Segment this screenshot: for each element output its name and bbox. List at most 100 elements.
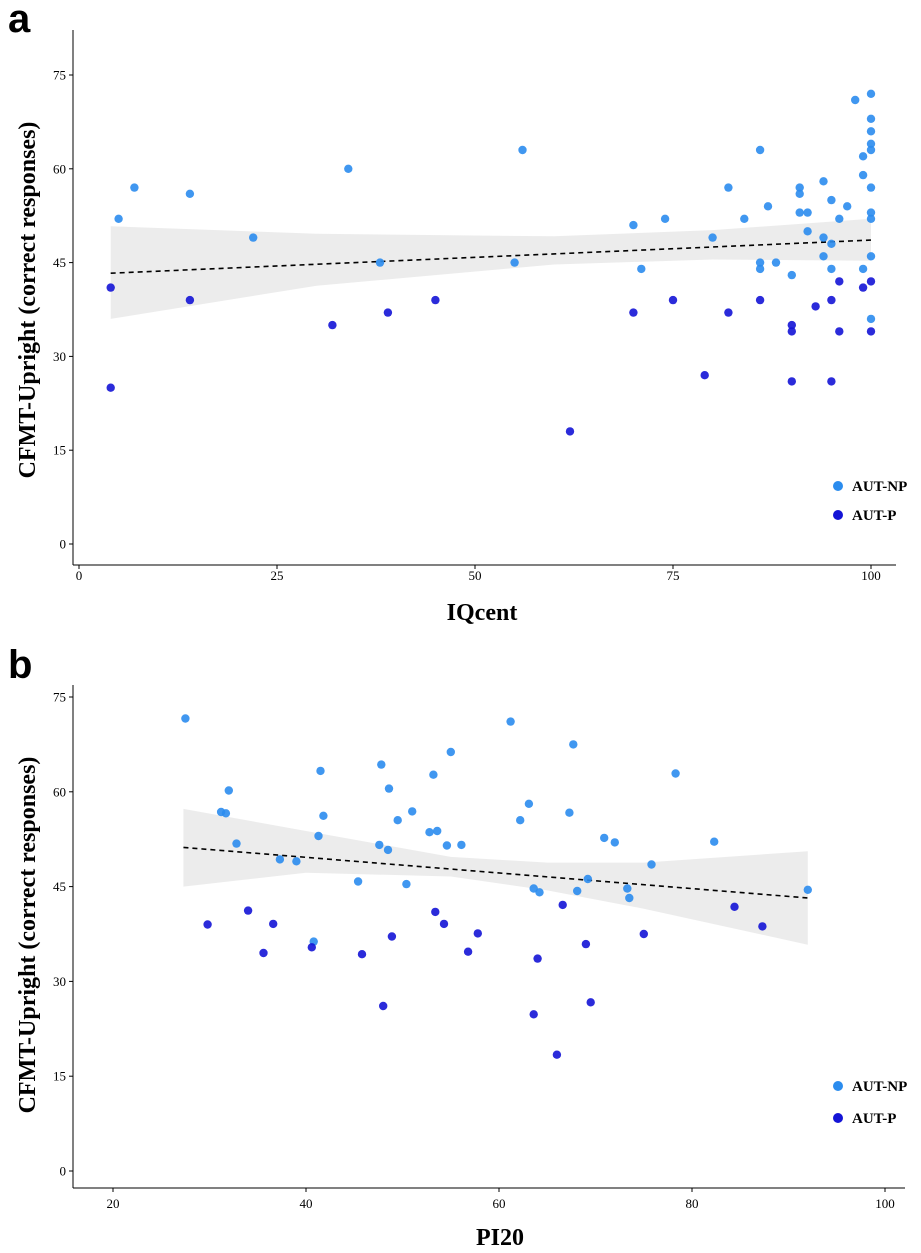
point-aut-np [393, 816, 402, 825]
point-aut-p [835, 327, 844, 336]
point-aut-p [106, 383, 115, 392]
point-aut-np [353, 877, 363, 886]
point-aut-np [425, 828, 434, 837]
point-aut-p [243, 906, 253, 915]
points-a [106, 89, 876, 436]
point-aut-np [573, 886, 582, 896]
point-aut-np [827, 264, 836, 274]
x-tick-label: 40 [300, 1196, 313, 1211]
legend-label-aut-p-b: AUT-P [852, 1111, 896, 1127]
point-aut-np [866, 139, 876, 148]
point-aut-np [569, 740, 578, 749]
point-aut-p [565, 427, 575, 436]
y-tick-label: 75 [53, 690, 66, 705]
point-aut-p [639, 929, 648, 939]
point-aut-np [221, 809, 231, 818]
y-axis-title-b: CFMT-Upright (correct responses) [15, 757, 41, 1114]
panel-letter-a: a [8, 0, 31, 41]
point-aut-np [433, 826, 442, 836]
point-aut-np [185, 189, 195, 198]
point-aut-p [629, 308, 638, 317]
confidence-band-area [183, 808, 808, 945]
point-aut-p [473, 929, 482, 938]
point-aut-np [771, 258, 781, 267]
point-aut-p [700, 371, 709, 380]
point-aut-np [319, 811, 328, 820]
confidence-band-b [183, 808, 808, 945]
panel-b: b 0 15 30 45 60 75 20 40 60 80 100 PI20 CFMT-Upri… [8, 643, 907, 1251]
point-aut-np [803, 885, 812, 894]
point-aut-p [185, 295, 195, 305]
point-aut-np [384, 784, 394, 793]
point-aut-np [408, 807, 417, 816]
point-aut-np [710, 837, 719, 846]
point-aut-np [565, 808, 574, 817]
x-tick-label: 100 [861, 568, 881, 583]
y-ticks-b: 0 15 30 45 60 75 [53, 690, 73, 1179]
legend-label-aut-np-a: AUT-NP [852, 479, 907, 495]
point-aut-np [114, 214, 123, 223]
point-aut-np [224, 786, 233, 795]
point-aut-np [740, 214, 749, 223]
point-aut-np [827, 195, 836, 205]
y-tick-label: 30 [53, 349, 66, 364]
point-aut-p [529, 1010, 538, 1019]
point-aut-np [866, 314, 876, 324]
x-ticks-b: 20 40 60 80 100 [107, 1188, 895, 1211]
legend-marker-aut-np-b [833, 1081, 843, 1091]
point-aut-p [431, 907, 440, 917]
y-ticks-a: 0 15 30 45 60 75 [53, 68, 73, 552]
point-aut-np [377, 760, 386, 769]
x-ticks-a: 0 25 50 75 100 [76, 565, 881, 583]
y-tick-label: 75 [53, 68, 66, 83]
x-tick-label: 50 [469, 568, 482, 583]
point-aut-p [383, 308, 393, 317]
point-aut-p [463, 947, 473, 956]
y-tick-label: 60 [53, 784, 66, 799]
point-aut-np [383, 845, 393, 855]
point-aut-p [387, 932, 397, 941]
point-aut-np [803, 227, 812, 236]
point-aut-p [552, 1050, 562, 1059]
point-aut-np [763, 202, 773, 211]
point-aut-p [755, 295, 765, 305]
confidence-band-a [110, 218, 871, 319]
point-aut-np [275, 855, 285, 864]
point-aut-np [851, 95, 860, 105]
point-aut-p [866, 277, 876, 286]
point-aut-np [858, 264, 868, 274]
x-axis-title-a: IQcent [447, 600, 518, 626]
point-aut-np [755, 258, 765, 267]
point-aut-np [375, 258, 385, 267]
point-aut-np [660, 214, 670, 223]
x-tick-label: 100 [875, 1196, 895, 1211]
point-aut-np [866, 208, 876, 217]
legend-label-aut-np-b: AUT-NP [852, 1079, 907, 1095]
point-aut-np [446, 747, 455, 757]
x-tick-label: 20 [107, 1196, 120, 1211]
point-aut-np [316, 766, 325, 776]
point-aut-np [843, 202, 852, 211]
point-aut-np [866, 183, 876, 192]
point-aut-np [637, 264, 646, 274]
x-axis-title-b: PI20 [476, 1225, 524, 1251]
point-aut-np [795, 189, 804, 198]
point-aut-np [819, 177, 828, 186]
point-aut-np [292, 857, 301, 866]
point-aut-p [787, 327, 796, 336]
point-aut-p [439, 919, 449, 929]
y-tick-label: 15 [53, 443, 66, 458]
point-aut-np [795, 183, 804, 192]
point-aut-np [835, 214, 844, 223]
point-aut-np [623, 884, 632, 893]
legend-label-aut-p-a: AUT-P [852, 508, 896, 524]
point-aut-np [858, 152, 868, 161]
point-aut-np [518, 145, 527, 155]
y-tick-label: 0 [60, 537, 67, 552]
panel-letter-b: b [8, 643, 32, 687]
point-aut-p [533, 954, 542, 963]
point-aut-p [668, 295, 678, 305]
confidence-band-area [110, 218, 871, 319]
point-aut-p [835, 277, 844, 286]
